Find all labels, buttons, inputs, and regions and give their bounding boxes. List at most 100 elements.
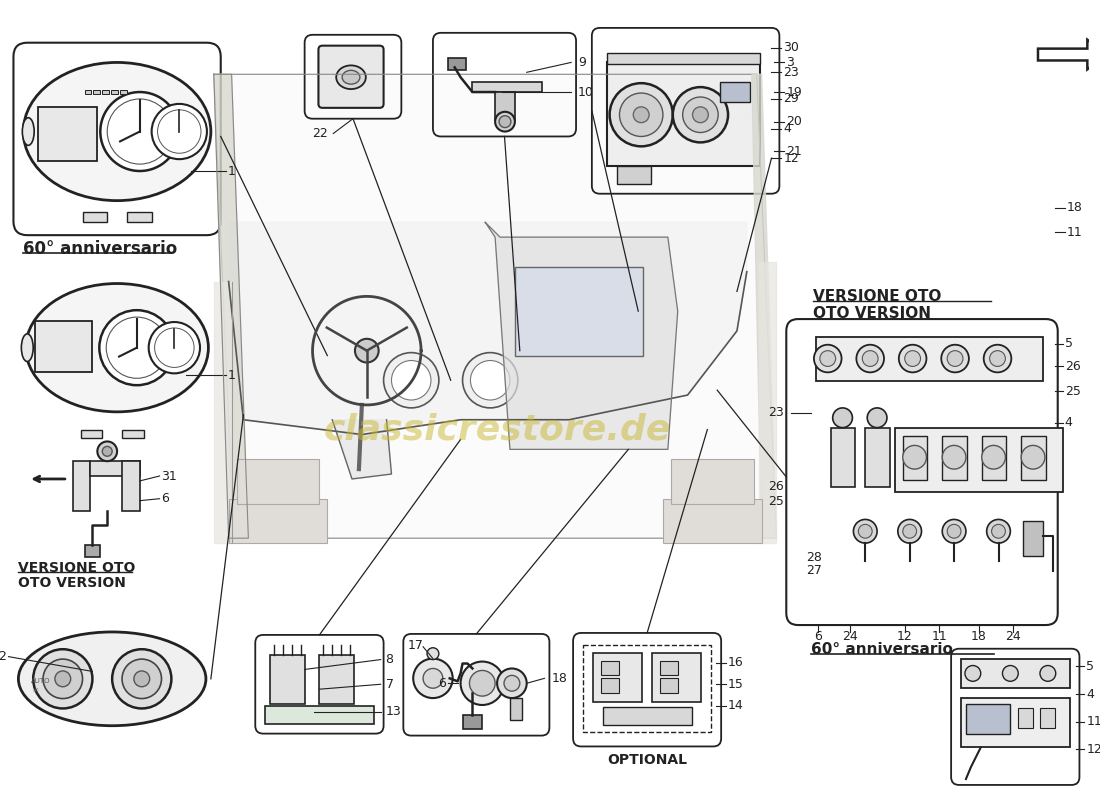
Bar <box>663 498 761 543</box>
Circle shape <box>619 93 663 137</box>
Circle shape <box>693 107 708 122</box>
Bar <box>603 707 692 725</box>
Ellipse shape <box>19 632 206 726</box>
Circle shape <box>99 310 174 385</box>
Circle shape <box>854 519 877 543</box>
Bar <box>652 653 702 702</box>
Polygon shape <box>213 74 777 538</box>
Bar <box>85 545 100 557</box>
Text: 19: 19 <box>786 86 802 98</box>
Text: 29: 29 <box>783 93 799 106</box>
Circle shape <box>990 350 1005 366</box>
Circle shape <box>470 670 495 696</box>
Text: AUTO: AUTO <box>31 678 51 684</box>
Bar <box>1019 708 1033 728</box>
Circle shape <box>857 345 884 372</box>
Text: 22: 22 <box>312 127 328 140</box>
Text: 11: 11 <box>1087 715 1100 728</box>
Text: 18: 18 <box>1067 201 1082 214</box>
Bar <box>961 698 1069 747</box>
Text: 4: 4 <box>1087 688 1094 701</box>
Text: 6: 6 <box>438 677 446 690</box>
Bar <box>607 62 760 166</box>
Circle shape <box>157 110 201 154</box>
Polygon shape <box>759 262 777 543</box>
Circle shape <box>471 361 510 400</box>
Circle shape <box>134 671 150 686</box>
Text: 60° anniversario: 60° anniversario <box>811 642 953 658</box>
Circle shape <box>33 650 92 709</box>
Circle shape <box>899 345 926 372</box>
Text: 16: 16 <box>728 656 744 669</box>
Circle shape <box>122 659 162 698</box>
Circle shape <box>100 92 179 171</box>
Text: 9: 9 <box>578 56 586 69</box>
Text: 8: 8 <box>386 653 394 666</box>
Bar <box>961 658 1069 688</box>
Text: OTO VERSION: OTO VERSION <box>19 575 126 590</box>
Polygon shape <box>332 420 392 479</box>
Bar <box>866 428 890 487</box>
Circle shape <box>987 519 1010 543</box>
Text: 30: 30 <box>783 41 800 54</box>
Text: 1: 1 <box>228 369 235 382</box>
Text: 26: 26 <box>769 480 784 494</box>
Circle shape <box>148 322 200 374</box>
Ellipse shape <box>25 283 208 412</box>
Circle shape <box>858 524 872 538</box>
Polygon shape <box>1038 40 1100 70</box>
Circle shape <box>392 361 431 400</box>
Bar <box>94 90 100 94</box>
Circle shape <box>904 350 921 366</box>
Circle shape <box>424 669 443 688</box>
Text: 23: 23 <box>769 406 784 419</box>
Bar <box>1023 522 1043 556</box>
Circle shape <box>898 519 922 543</box>
Ellipse shape <box>21 334 33 362</box>
Text: 12: 12 <box>783 152 799 165</box>
Bar <box>816 337 1043 382</box>
Bar <box>1021 435 1046 480</box>
Circle shape <box>98 442 117 461</box>
Bar <box>671 459 754 504</box>
Bar <box>122 430 144 438</box>
Text: 4: 4 <box>1065 416 1072 430</box>
Bar <box>463 715 482 729</box>
Text: 24: 24 <box>1005 630 1021 643</box>
Circle shape <box>634 107 649 122</box>
Polygon shape <box>213 282 232 543</box>
Text: 6: 6 <box>162 492 169 506</box>
Bar <box>82 213 107 222</box>
Circle shape <box>497 669 527 698</box>
Circle shape <box>55 671 70 686</box>
Text: 7: 7 <box>386 678 394 690</box>
Circle shape <box>102 446 112 456</box>
Text: 20: 20 <box>786 115 802 128</box>
Text: 26: 26 <box>1065 360 1080 373</box>
Text: 12: 12 <box>896 630 913 643</box>
Text: 31: 31 <box>162 470 177 482</box>
Circle shape <box>1021 446 1045 469</box>
Circle shape <box>463 353 518 408</box>
Polygon shape <box>485 222 678 450</box>
Circle shape <box>384 353 439 408</box>
Bar <box>601 661 618 675</box>
Ellipse shape <box>22 118 34 146</box>
Bar <box>80 430 102 438</box>
Bar <box>515 266 644 355</box>
Polygon shape <box>229 222 747 434</box>
Bar <box>495 92 515 120</box>
Bar <box>720 82 750 102</box>
Circle shape <box>820 350 836 366</box>
Circle shape <box>461 662 504 705</box>
Bar <box>1040 708 1055 728</box>
Circle shape <box>903 446 926 469</box>
Ellipse shape <box>23 62 211 201</box>
Circle shape <box>947 350 962 366</box>
Circle shape <box>867 408 887 428</box>
Bar <box>583 645 712 732</box>
Text: 12: 12 <box>1087 743 1100 756</box>
Text: 6: 6 <box>814 630 822 643</box>
Text: 2: 2 <box>0 650 6 663</box>
Circle shape <box>943 519 966 543</box>
